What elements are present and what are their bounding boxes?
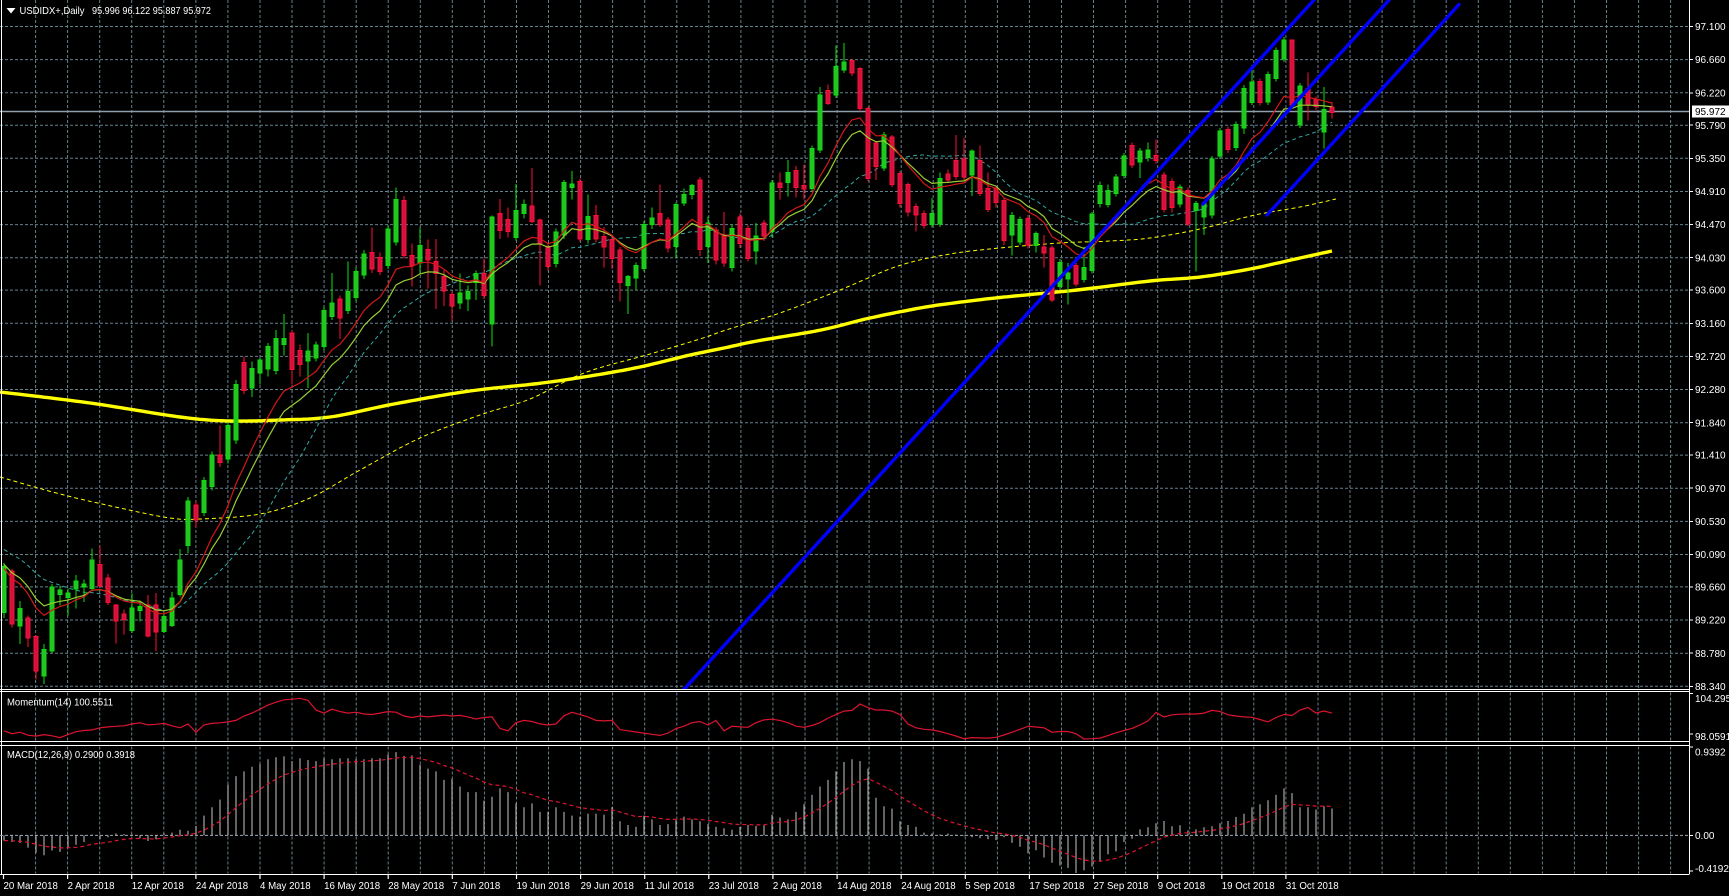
svg-text:9 Oct 2018: 9 Oct 2018: [1158, 881, 1205, 892]
svg-text:95.350: 95.350: [1695, 154, 1726, 165]
svg-text:92.720: 92.720: [1695, 352, 1726, 363]
svg-text:27 Sep 2018: 27 Sep 2018: [1094, 881, 1149, 892]
svg-text:29 Jun 2018: 29 Jun 2018: [581, 881, 634, 892]
svg-text:90.530: 90.530: [1695, 517, 1726, 528]
svg-text:89.660: 89.660: [1695, 583, 1726, 594]
svg-text:Momentum(14) 100.5511: Momentum(14) 100.5511: [7, 698, 113, 709]
svg-text:0.9392: 0.9392: [1695, 747, 1726, 758]
svg-text:91.840: 91.840: [1695, 418, 1726, 429]
svg-text:93.600: 93.600: [1695, 286, 1726, 297]
svg-text:19 Jun 2018: 19 Jun 2018: [517, 881, 570, 892]
svg-text:11 Jul 2018: 11 Jul 2018: [645, 881, 694, 892]
svg-text:7 Jun 2018: 7 Jun 2018: [452, 881, 500, 892]
svg-text:94.470: 94.470: [1695, 220, 1726, 231]
svg-text:2 Aug 2018: 2 Aug 2018: [773, 881, 822, 892]
svg-text:31 Oct 2018: 31 Oct 2018: [1286, 881, 1339, 892]
svg-text:98.0591: 98.0591: [1695, 732, 1729, 743]
svg-text:23 Jul 2018: 23 Jul 2018: [709, 881, 759, 892]
svg-text:4 May 2018: 4 May 2018: [260, 881, 311, 892]
svg-text:28 May 2018: 28 May 2018: [388, 881, 444, 892]
svg-text:90.090: 90.090: [1695, 550, 1726, 561]
svg-text:20 Mar 2018: 20 Mar 2018: [4, 881, 58, 892]
svg-text:17 Sep 2018: 17 Sep 2018: [1029, 881, 1084, 892]
svg-text:-0.4192: -0.4192: [1695, 864, 1729, 875]
svg-text:93.160: 93.160: [1695, 319, 1726, 330]
svg-text:USDIDX+,Daily: USDIDX+,Daily: [20, 5, 86, 17]
svg-text:89.220: 89.220: [1695, 616, 1726, 627]
svg-text:MACD(12,26,9) 0.2900 0.3918: MACD(12,26,9) 0.2900 0.3918: [7, 750, 135, 761]
svg-text:95.996 96.122 95.887 95.972: 95.996 96.122 95.887 95.972: [92, 5, 211, 17]
svg-text:16 May 2018: 16 May 2018: [324, 881, 380, 892]
svg-text:95.790: 95.790: [1695, 121, 1726, 132]
svg-text:104.2955: 104.2955: [1695, 694, 1729, 705]
svg-text:90.970: 90.970: [1695, 484, 1726, 495]
svg-text:5 Sep 2018: 5 Sep 2018: [965, 881, 1015, 892]
svg-text:24 Apr 2018: 24 Apr 2018: [196, 881, 248, 892]
svg-text:95.972: 95.972: [1695, 107, 1726, 118]
svg-text:19 Oct 2018: 19 Oct 2018: [1222, 881, 1275, 892]
svg-text:94.030: 94.030: [1695, 253, 1726, 264]
svg-text:97.100: 97.100: [1695, 22, 1726, 33]
svg-text:92.280: 92.280: [1695, 385, 1726, 396]
svg-text:94.910: 94.910: [1695, 187, 1726, 198]
svg-text:96.220: 96.220: [1695, 88, 1726, 99]
svg-text:12 Apr 2018: 12 Apr 2018: [132, 881, 184, 892]
svg-text:96.660: 96.660: [1695, 55, 1726, 66]
svg-text:2 Apr 2018: 2 Apr 2018: [68, 881, 115, 892]
svg-text:24 Aug 2018: 24 Aug 2018: [901, 881, 955, 892]
svg-text:91.410: 91.410: [1695, 451, 1726, 462]
svg-text:14 Aug 2018: 14 Aug 2018: [837, 881, 891, 892]
svg-text:88.780: 88.780: [1695, 649, 1726, 660]
svg-text:0.00: 0.00: [1695, 831, 1715, 842]
svg-text:88.340: 88.340: [1695, 682, 1726, 693]
